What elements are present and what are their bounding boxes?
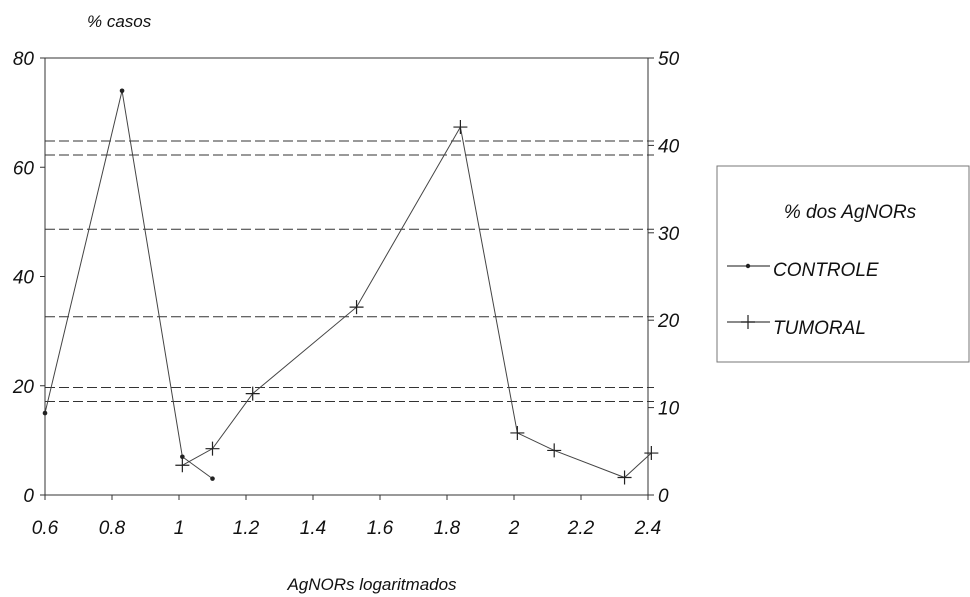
point-controle-1 xyxy=(120,88,125,93)
point-tumoral-1 xyxy=(206,442,220,456)
x-tick-label-6: 1.8 xyxy=(434,518,461,539)
series-line-tumoral xyxy=(182,127,651,477)
right-axis: 0 10 20 30 40 50 xyxy=(648,49,680,507)
x-axis: 0.6 0.8 1 1.2 1.4 1.6 1.8 2 2.2 2.4 xyxy=(32,495,661,539)
point-tumoral-2 xyxy=(246,387,260,401)
right-tick-label-2: 20 xyxy=(657,311,680,332)
left-tick-label-2: 40 xyxy=(13,268,35,289)
point-tumoral-5 xyxy=(510,426,524,440)
point-tumoral-4 xyxy=(453,120,467,134)
right-tick-label-1: 10 xyxy=(658,399,680,420)
x-tick-label-5: 1.6 xyxy=(367,518,394,539)
x-tick-label-7: 2 xyxy=(508,518,520,539)
point-controle-0 xyxy=(43,411,48,416)
legend-label-tumoral: TUMORAL xyxy=(773,318,866,339)
x-tick-label-9: 2.4 xyxy=(634,518,661,539)
x-tick-label-0: 0.6 xyxy=(32,518,59,539)
series-layer xyxy=(43,88,659,484)
point-tumoral-3 xyxy=(350,300,364,314)
x-tick-label-1: 0.8 xyxy=(99,518,126,539)
legend-label-controle: CONTROLE xyxy=(773,260,879,281)
left-tick-label-3: 60 xyxy=(13,158,35,179)
x-tick-label-8: 2.2 xyxy=(567,518,595,539)
right-tick-label-0: 0 xyxy=(658,486,669,507)
left-tick-label-0: 0 xyxy=(23,486,34,507)
left-axis: 0 20 40 60 80 xyxy=(12,49,45,507)
legend: % dos AgNORs CONTROLE TUMORAL xyxy=(717,166,969,362)
x-tick-label-2: 1 xyxy=(174,518,185,539)
right-tick-label-5: 50 xyxy=(658,49,680,70)
plot-frame xyxy=(45,58,648,495)
right-tick-label-4: 40 xyxy=(658,136,680,157)
x-tick-label-3: 1.2 xyxy=(233,518,260,539)
y-axis-title: % casos xyxy=(87,12,152,31)
legend-controle-marker xyxy=(746,264,750,268)
x-axis-title: AgNORs logaritmados xyxy=(286,575,457,594)
x-tick-label-4: 1.4 xyxy=(300,518,326,539)
right-tick-label-3: 30 xyxy=(658,224,680,245)
left-tick-label-4: 80 xyxy=(13,49,35,70)
legend-title: % dos AgNORs xyxy=(784,202,917,223)
left-tick-label-1: 20 xyxy=(12,377,35,398)
legend-tumoral-marker xyxy=(741,315,755,329)
point-tumoral-6 xyxy=(547,443,561,457)
point-controle-3 xyxy=(210,476,215,481)
series-line-controle xyxy=(45,91,213,479)
